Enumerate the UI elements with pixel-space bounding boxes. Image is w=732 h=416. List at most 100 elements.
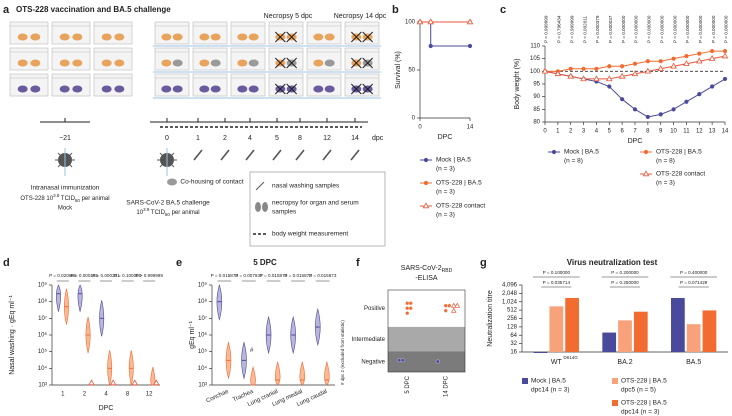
hamster-icon	[30, 33, 41, 41]
point	[618, 72, 626, 79]
hamster-icon	[248, 33, 259, 41]
pipette-icon	[220, 149, 230, 161]
x-tick-label: 4	[104, 392, 108, 398]
y-tick-label: 10³	[198, 383, 207, 389]
x-tick-label: 14 DPC	[443, 375, 449, 397]
x-tick-label: BA.5	[686, 359, 701, 366]
y-tick-label: 10⁴	[198, 365, 208, 372]
text: 3.8	[53, 193, 60, 198]
p-value: P = 0.015873	[260, 273, 288, 278]
hamster-icon	[210, 85, 221, 93]
y-tick-label: 1,024	[502, 299, 518, 305]
chart-title: 5 DPC	[253, 258, 277, 267]
cage	[230, 21, 266, 45]
dot-group	[397, 358, 405, 363]
cross	[274, 31, 286, 43]
hamster-icon	[324, 59, 335, 67]
p-value: P = 0.999999	[544, 15, 549, 43]
cage	[192, 73, 228, 97]
point	[607, 84, 612, 89]
hamster-icon	[30, 59, 41, 67]
pipette-icon	[322, 149, 332, 161]
bar	[565, 297, 579, 352]
chart-title: SARS-CoV-2RBD	[401, 265, 453, 274]
point	[645, 59, 650, 64]
violin	[250, 365, 256, 386]
dot	[443, 303, 448, 308]
p-value: P = 0.250000	[611, 280, 639, 285]
level-band	[388, 326, 465, 352]
x-tick-label: 8	[646, 129, 650, 135]
legend-n: (n = 3)	[436, 212, 455, 219]
y-axis-label: Body weight (%)	[514, 59, 521, 110]
timeline-label: 4	[248, 135, 252, 142]
hamster-icon	[59, 33, 70, 41]
x-tick-label: 2	[569, 129, 573, 135]
hamster-icon	[17, 59, 28, 67]
hamster-icon	[101, 85, 112, 93]
point	[710, 48, 715, 54]
violin	[274, 360, 281, 386]
cross	[274, 83, 286, 95]
violin	[150, 366, 156, 386]
virus-spike	[57, 152, 61, 156]
p-value: P = 0.000000	[724, 15, 729, 43]
legend-text: necropsy for organ and serum	[272, 200, 359, 207]
point	[696, 57, 703, 64]
point	[722, 48, 728, 54]
y-tick-label: 110	[530, 44, 540, 50]
legend-marker	[642, 170, 650, 177]
p-value: P = 0.200000	[611, 270, 639, 275]
text: 3.9	[143, 207, 150, 212]
y-tick-label: 10⁶	[38, 332, 48, 339]
bar	[633, 311, 648, 352]
dot-group	[443, 303, 452, 313]
point	[554, 70, 562, 77]
hamster-icon	[172, 59, 183, 67]
y-tick-label: 90	[533, 94, 540, 100]
p-value: P = 0.000000	[621, 15, 626, 43]
cage	[51, 47, 91, 71]
legend-swatch	[522, 378, 528, 384]
x-tick-label: 3	[582, 129, 586, 135]
legend-n: (n = 3)	[656, 180, 675, 187]
x-tick-superscript: D614G	[563, 355, 578, 360]
hamster-icon	[199, 59, 210, 67]
p-value: P = 0.000000	[672, 15, 677, 43]
legend-marker	[551, 149, 557, 155]
point	[131, 379, 139, 386]
p-value: P = 0.035714	[543, 280, 571, 285]
level-band	[388, 351, 465, 372]
p-value: P = 0.000000	[647, 15, 652, 43]
violin	[56, 284, 61, 312]
cage	[268, 73, 304, 97]
point	[416, 18, 424, 25]
point	[620, 64, 625, 69]
hamster-icon	[17, 85, 28, 93]
cage	[192, 21, 228, 45]
timeline-label: 5	[275, 135, 279, 142]
dot-group	[405, 301, 413, 316]
point	[632, 61, 638, 66]
hamster-icon	[114, 85, 125, 93]
p-value: P = 0.000000	[685, 15, 690, 43]
hamster-icon	[313, 85, 324, 93]
point	[697, 92, 702, 97]
hamster-icon	[210, 59, 221, 67]
legend-n: (n = 3)	[436, 166, 455, 173]
pipette-icon	[350, 149, 360, 161]
y-tick-label: 10⁷	[38, 315, 47, 322]
x-tick-label: 7	[633, 129, 637, 135]
virus-spike	[159, 152, 163, 156]
hamster-icon	[313, 33, 324, 41]
panel-label: g	[480, 257, 487, 269]
immunization-title: Intranasal immunization	[31, 185, 100, 192]
y-axis-label: Neutralization titre	[487, 290, 494, 347]
x-tick-label: 14	[467, 125, 474, 131]
hamster-icon	[248, 85, 259, 93]
y-tick-label: 128	[507, 324, 518, 330]
dot	[405, 306, 410, 311]
point	[607, 64, 612, 69]
dot	[454, 302, 461, 308]
